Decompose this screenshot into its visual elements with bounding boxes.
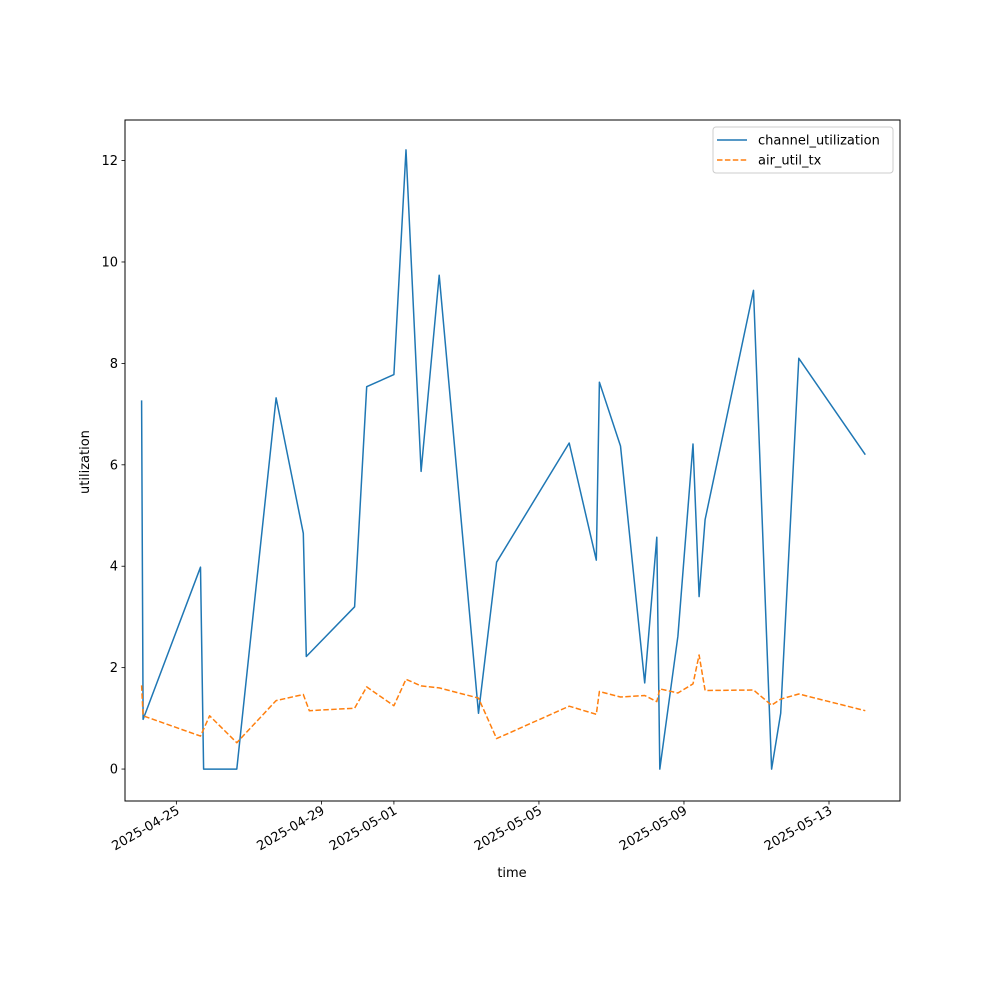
plot-frame bbox=[124, 119, 901, 802]
y-tick-label: 12 bbox=[101, 154, 118, 169]
y-axis-label: utilization bbox=[78, 430, 93, 494]
legend-box bbox=[712, 126, 894, 174]
legend-label-air-util-tx: air_util_tx bbox=[758, 154, 822, 169]
y-tick-label: 10 bbox=[101, 255, 118, 270]
y-tick-label: 0 bbox=[110, 763, 118, 778]
legend: channel_utilization air_util_tx bbox=[712, 126, 894, 174]
series-line-channel-utilization bbox=[140, 149, 866, 770]
y-tick-label: 6 bbox=[110, 458, 118, 473]
x-axis-label: time bbox=[497, 866, 526, 881]
y-tick-label: 4 bbox=[110, 560, 118, 575]
y-tick-label: 8 bbox=[110, 357, 118, 372]
y-tick-label: 2 bbox=[110, 661, 118, 676]
legend-label-channel-utilization: channel_utilization bbox=[758, 134, 880, 149]
plot-area bbox=[140, 149, 866, 770]
series-line-air-util-tx bbox=[140, 654, 866, 744]
